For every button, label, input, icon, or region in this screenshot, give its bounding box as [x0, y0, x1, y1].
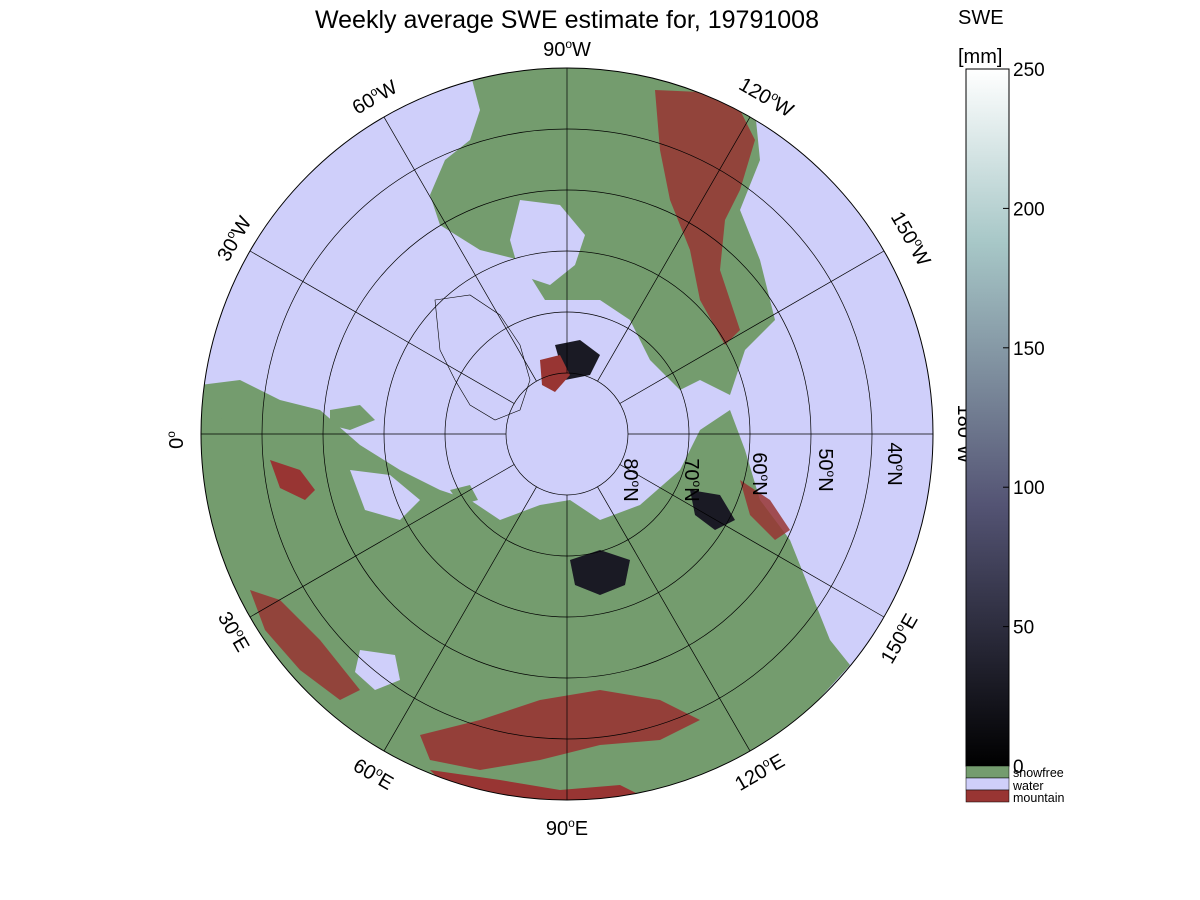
meridian-line	[597, 116, 751, 382]
ural-mountains	[250, 590, 360, 700]
greenland	[434, 294, 531, 421]
landmasses	[201, 68, 850, 800]
east-siberia-mountains	[740, 480, 790, 540]
colorbar-ticks: 0 50 100 150 200 250	[1003, 60, 1045, 778]
meridian-label-0: 0o	[164, 431, 188, 449]
category-label-mountain: mountain	[1013, 791, 1064, 805]
meridian-label-60e: 60oE	[349, 753, 398, 795]
colorbar-tick-label: 200	[1013, 199, 1045, 220]
meridian-line	[597, 486, 751, 752]
rocky-mountains	[655, 90, 755, 345]
meridian-line	[383, 486, 537, 752]
meridian-label-90w: 90oW	[543, 37, 591, 61]
colorbar-tick-label: 50	[1013, 618, 1034, 639]
meridian-line	[383, 116, 537, 382]
category-label-water: water	[1012, 779, 1044, 793]
svalbard	[450, 485, 478, 505]
category-label-snowfree: snowfree	[1013, 766, 1064, 780]
scandinavia-mountains	[270, 460, 315, 500]
far-east-snow-patch	[690, 490, 735, 530]
colorbar-gradient	[965, 68, 1010, 767]
parallel-label-70n: 70oN	[680, 458, 704, 501]
colorbar-tick-label: 0	[1013, 757, 1024, 778]
category-swatch-water	[965, 777, 1010, 791]
colorbar-tick-label: 250	[1013, 60, 1045, 81]
meridian-line	[619, 464, 885, 618]
scandinavia-land	[215, 410, 330, 490]
inland-water-east	[355, 650, 400, 690]
parallel-label-80n: 80oN	[619, 458, 643, 501]
meridian-label-150w: 150oW	[886, 207, 936, 270]
colorbar-tick-label: 100	[1013, 478, 1045, 499]
parallel-label-40n: 40oN	[883, 442, 907, 485]
hudson-bay	[510, 200, 585, 285]
category-swatch-mountain	[965, 789, 1010, 803]
meridian-line	[249, 464, 515, 618]
category-swatch-snowfree	[965, 765, 1010, 779]
parallel-label-50n: 50oN	[814, 448, 838, 491]
polar-map	[200, 67, 934, 801]
inland-water-west	[350, 470, 420, 520]
siberia-snow-patch	[570, 550, 630, 595]
himalaya-mountains	[430, 770, 650, 800]
colorbar-label-swe: SWE	[958, 7, 1004, 29]
colorbar-tick-label: 150	[1013, 339, 1045, 360]
meridian-line	[619, 250, 885, 404]
meridian-line	[249, 250, 515, 404]
map-title: Weekly average SWE estimate for, 1979100…	[315, 6, 819, 34]
parallel-labels: 80oN 70oN 60oN 50oN 40oN	[619, 442, 907, 501]
graticule-meridians	[201, 68, 933, 800]
meridian-label-90e: 90oE	[546, 816, 588, 840]
central-asia-mountains	[420, 690, 700, 770]
colorbar-label-unit: [mm]	[958, 46, 1002, 68]
iceland	[330, 405, 375, 430]
map-boundary	[200, 67, 934, 801]
parallel-label-60n: 60oN	[748, 452, 772, 495]
arctic-archipelago-mountain	[540, 355, 570, 392]
